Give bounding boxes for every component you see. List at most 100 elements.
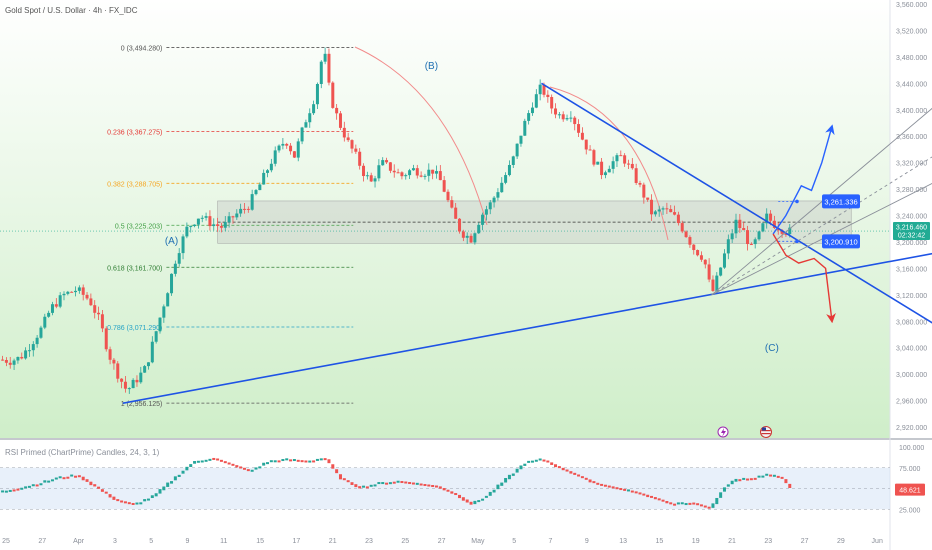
bullish-projection-arrow[interactable] [772,124,835,235]
current-price-badge[interactable] [893,222,930,241]
candle-body [646,197,650,200]
candle-body [269,163,273,171]
rsi-candle [70,474,74,477]
rsi-candle [611,486,615,489]
candle-body [346,137,350,141]
rsi-candle [24,486,28,489]
price-axis-tick: 2,920.000 [896,425,927,432]
rsi-candle [81,476,85,481]
rsi-candle [492,489,496,493]
candle-body [208,216,212,227]
rsi-candle [577,474,581,477]
candle-body [212,224,216,227]
rsi-candle [684,503,688,506]
rsi-candle [615,487,619,490]
rsi-candle [680,502,684,505]
candle-body [500,182,504,193]
rsi-candle [196,460,200,463]
trend-line[interactable] [541,82,932,347]
price-axis-tick: 3,040.000 [896,346,927,353]
candle-body [273,150,277,164]
rsi-candle [788,483,792,488]
candle-body [507,164,511,176]
candle-body [377,165,381,179]
bearish-projection-arrow[interactable] [772,233,836,324]
rsi-candle [569,471,573,474]
candle-body [438,171,442,181]
trend-line[interactable] [122,249,932,404]
candle-body [369,175,373,182]
rsi-candle [285,458,289,461]
candle-body [89,298,93,306]
rsi-candle [177,474,181,477]
time-axis-tick: 11 [220,538,227,545]
rsi-candle [50,479,54,482]
candle-body [542,84,546,95]
candle-body [139,372,143,383]
candle-body [170,273,174,294]
rsi-candle [749,478,753,481]
candle-body [530,107,534,114]
candle-body [673,212,677,215]
candle-body [20,356,24,359]
target-badge[interactable] [822,194,860,209]
candle-body [469,235,473,243]
candle-body [703,259,707,265]
candle-body [70,291,74,293]
candle-body [554,108,558,115]
target-badge[interactable] [822,234,860,249]
candle-body [315,83,319,105]
candle-body [596,161,600,165]
rsi-candle [500,482,504,486]
rsi-candle [588,479,592,483]
rsi-candle [742,477,746,480]
price-axis-tick: 3,480.000 [896,55,927,62]
channel-line[interactable] [711,139,932,296]
candle-body [492,197,496,203]
candle-body [358,151,362,166]
rsi-candle [661,499,665,502]
candle-body [749,244,753,246]
candle-body [722,253,726,268]
rsi-candle [477,500,481,503]
rsi-axis-tick: 75.000 [899,466,921,473]
rsi-candle [738,479,742,482]
rsi-candle [473,500,477,505]
rsi-candle [43,480,47,483]
rsi-candle [219,459,223,462]
candle-body [143,366,147,373]
candle-body [626,163,630,165]
candle-body [523,120,527,136]
rsi-candle [181,470,185,474]
candle-body [634,168,638,183]
candle-body [47,312,51,317]
candle-body [669,209,673,213]
candle-body [350,140,354,149]
candle-body [173,263,177,274]
candle-body [193,224,197,227]
candle-body [577,124,581,133]
fib-level-label: 0.786 (3,071.290) [107,325,162,332]
rsi-candle [354,484,358,488]
price-axis-tick: 3,080.000 [896,319,927,326]
rsi-candle [342,478,346,481]
candle-body [546,94,550,98]
chart-title: Gold Spot / U.S. Dollar · 4h · FX_IDC [5,6,138,15]
candle-body [239,208,243,214]
rsi-candle [711,503,715,508]
candle-body [246,208,250,210]
candle-body [458,218,462,232]
candle-body [504,175,508,183]
rsi-candle [258,466,262,469]
candle-body [150,341,154,363]
candle-body [385,160,389,163]
candle-body [423,175,427,177]
rsi-candle [62,477,66,480]
rsi-candle [315,458,319,461]
rsi-candle [104,491,108,494]
candle-body [300,127,304,142]
candle-body [788,227,792,235]
rsi-value-badge[interactable] [895,483,925,496]
candle-body [362,165,366,177]
